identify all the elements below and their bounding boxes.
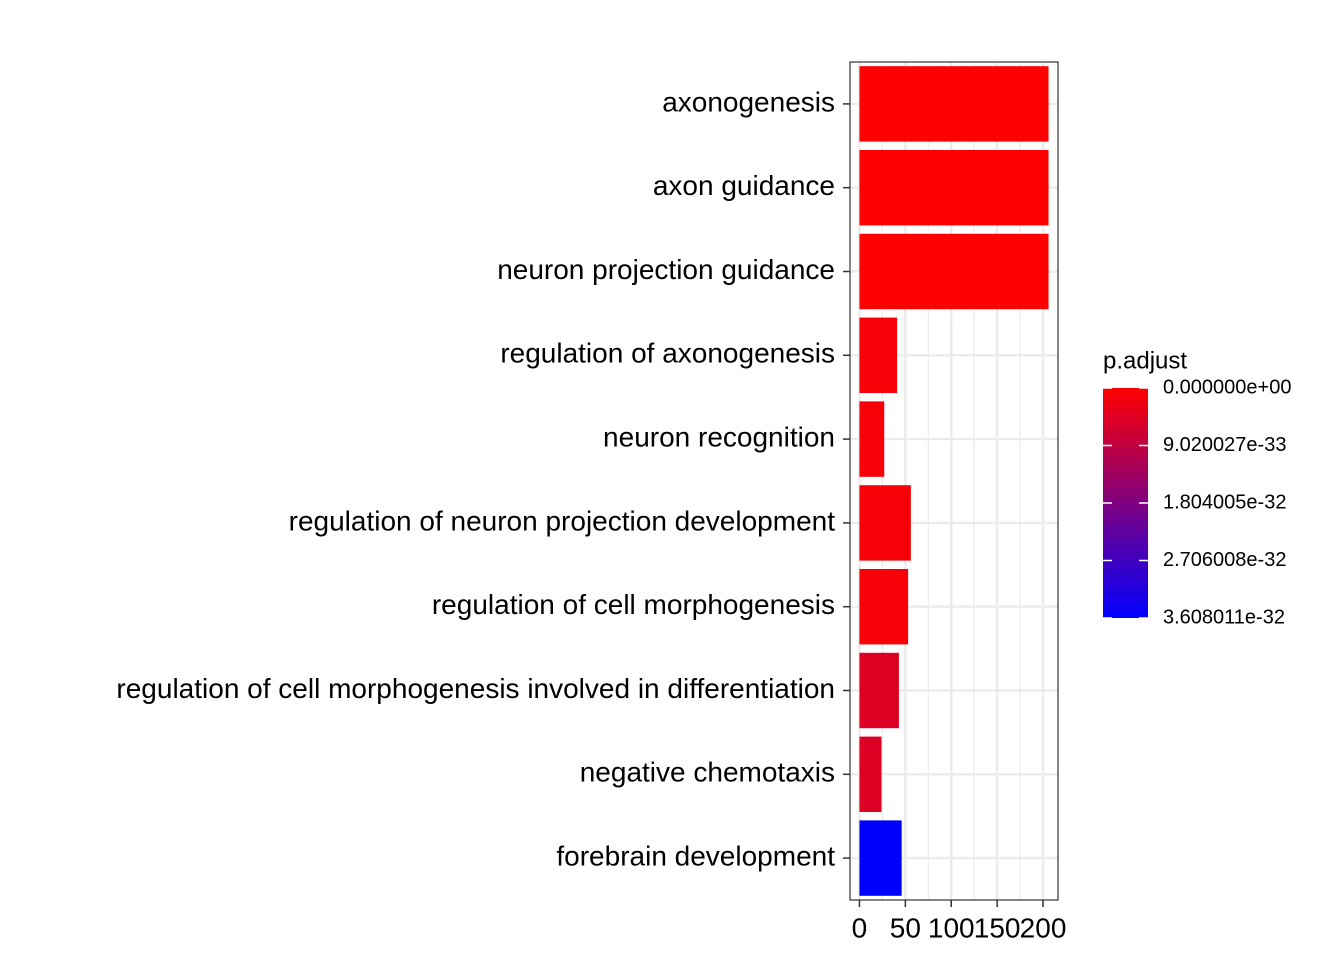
bar bbox=[859, 66, 1049, 142]
bar bbox=[859, 149, 1049, 226]
legend-label: 2.706008e-32 bbox=[1163, 549, 1286, 571]
y-tick-label: axonogenesis bbox=[662, 86, 835, 117]
x-tick-label: 50 bbox=[890, 912, 921, 943]
bar bbox=[859, 233, 1049, 310]
legend-title: p.adjust bbox=[1103, 347, 1187, 374]
x-tick-label: 200 bbox=[1020, 912, 1067, 943]
y-tick-label: neuron recognition bbox=[603, 421, 835, 452]
y-tick-label: regulation of neuron projection developm… bbox=[289, 505, 836, 536]
y-tick-label: neuron projection guidance bbox=[497, 254, 835, 285]
y-tick-label: regulation of cell morphogenesis involve… bbox=[116, 673, 835, 704]
bar bbox=[859, 401, 885, 477]
bar bbox=[859, 568, 909, 645]
x-tick-label: 150 bbox=[974, 912, 1021, 943]
y-tick-label: axon guidance bbox=[653, 170, 835, 201]
bar bbox=[859, 317, 898, 394]
legend-label: 0.000000e+00 bbox=[1163, 376, 1291, 398]
bar bbox=[859, 820, 902, 896]
bar bbox=[859, 485, 911, 561]
panel-border bbox=[849, 61, 1059, 901]
legend-label: 9.020027e-33 bbox=[1163, 434, 1286, 456]
bar bbox=[859, 736, 882, 813]
x-tick-label: 100 bbox=[928, 912, 975, 943]
y-tick-label: negative chemotaxis bbox=[580, 757, 835, 788]
y-tick-label: regulation of cell morphogenesis bbox=[432, 589, 835, 620]
y-tick-label: forebrain development bbox=[556, 840, 835, 871]
legend-label: 1.804005e-32 bbox=[1163, 491, 1286, 513]
y-tick-label: regulation of axonogenesis bbox=[500, 338, 835, 369]
x-tick-label: 0 bbox=[852, 912, 868, 943]
bar bbox=[859, 652, 899, 729]
legend-label: 3.608011e-32 bbox=[1163, 606, 1285, 628]
